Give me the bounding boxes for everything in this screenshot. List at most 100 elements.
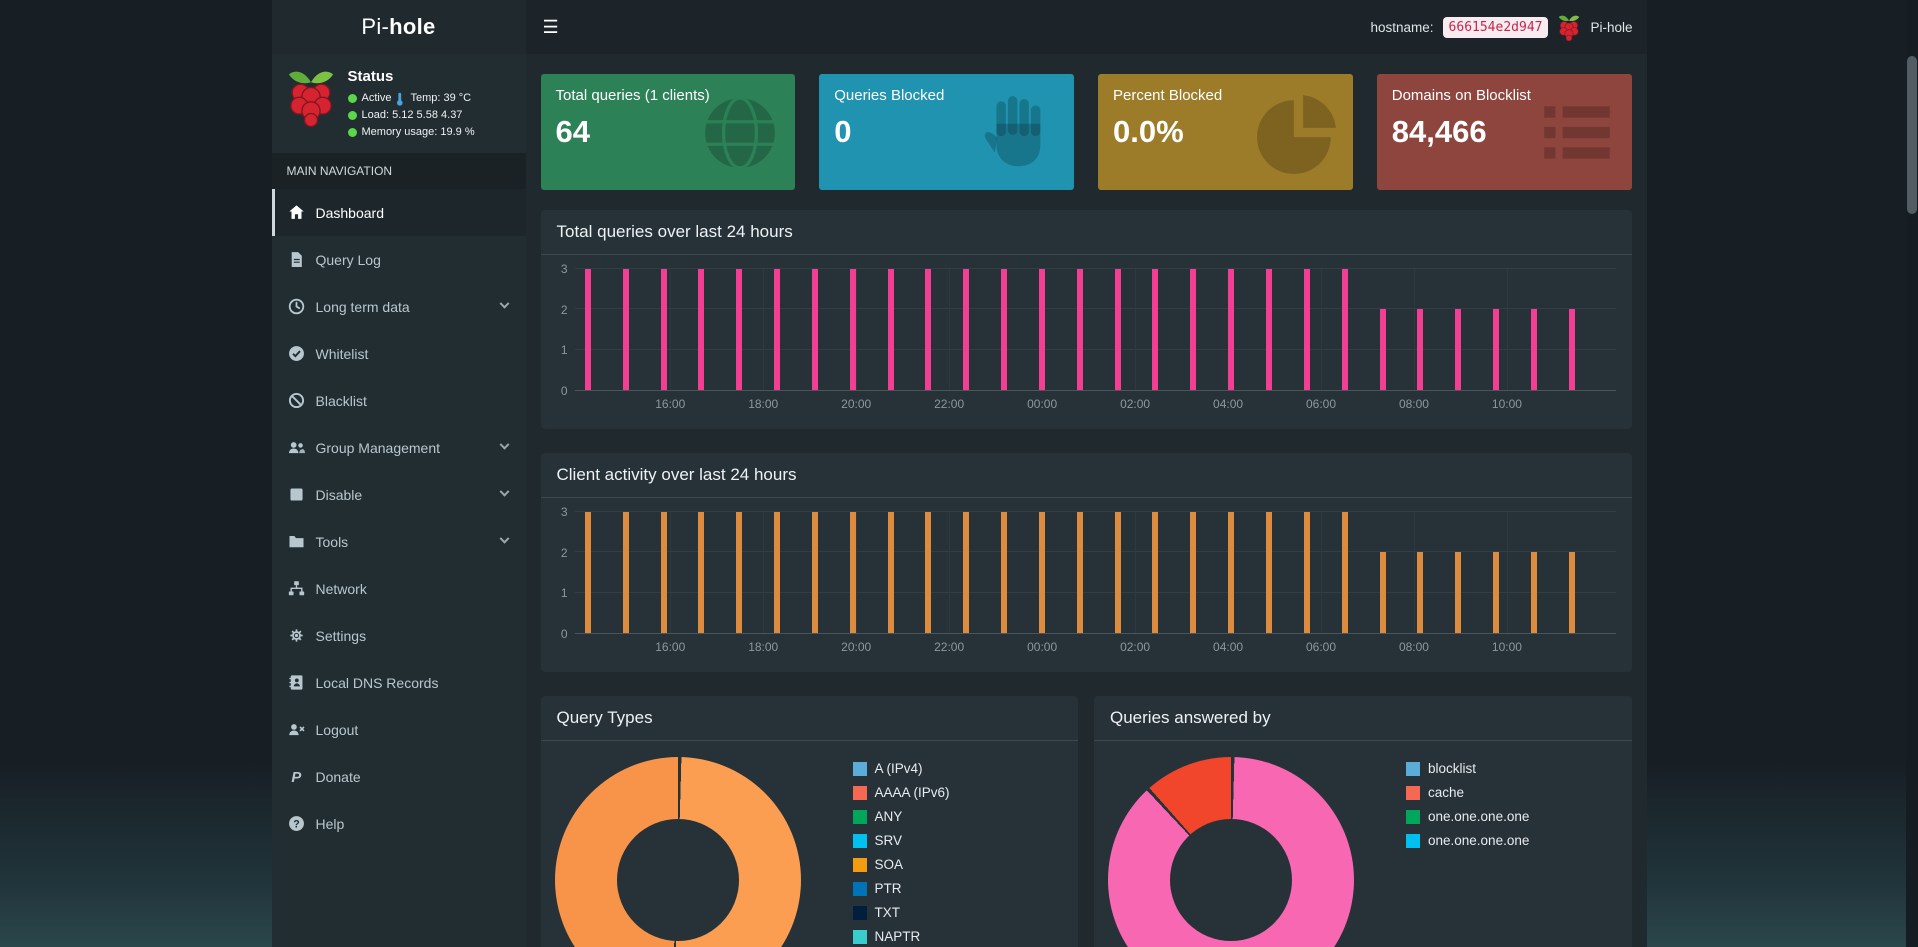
page-scrollbar[interactable]: [1906, 0, 1918, 947]
time-bar[interactable]: [660, 512, 667, 633]
queries-over-time-chart[interactable]: 0 1 2 3 16:00 18:00 20:00 22:00 00:00 02:00 04:00…: [549, 262, 1616, 419]
time-bar[interactable]: [774, 512, 781, 633]
time-bar[interactable]: [1417, 309, 1424, 390]
time-bar[interactable]: [963, 269, 970, 390]
sidebar-toggle-icon[interactable]: ☰: [542, 16, 559, 37]
time-bar[interactable]: [1417, 552, 1424, 633]
sidebar-item-label: Group Management: [315, 439, 441, 456]
time-bar[interactable]: [1379, 309, 1386, 390]
time-bar[interactable]: [1455, 552, 1462, 633]
legend-item-one-one-one-one[interactable]: one.one.one.one: [1406, 809, 1529, 824]
time-bar[interactable]: [1265, 512, 1272, 633]
time-bar[interactable]: [1038, 512, 1045, 633]
time-bar[interactable]: [1568, 309, 1575, 390]
sidebar-item-help[interactable]: ? Help: [272, 800, 526, 847]
legend-item-one-one-one-one[interactable]: one.one.one.one: [1406, 833, 1529, 848]
sidebar-item-blacklist[interactable]: Blacklist: [272, 377, 526, 424]
sidebar-item-settings[interactable]: Settings: [272, 612, 526, 659]
legend-item-txt[interactable]: TXT: [852, 905, 950, 920]
time-bar[interactable]: [1152, 269, 1159, 390]
summary-card-domains-on-blocklist: Domains on Blocklist 84,466: [1376, 74, 1632, 190]
time-bar[interactable]: [811, 512, 818, 633]
time-bar[interactable]: [622, 269, 629, 390]
sidebar-item-tools[interactable]: Tools: [272, 518, 526, 565]
time-bar[interactable]: [849, 512, 856, 633]
time-bar[interactable]: [698, 269, 705, 390]
time-bar[interactable]: [1114, 269, 1121, 390]
y-tick-label: 3: [560, 262, 568, 276]
legend-item-cache[interactable]: cache: [1406, 785, 1529, 800]
sidebar-item-network[interactable]: Network: [272, 565, 526, 612]
time-bar[interactable]: [698, 512, 705, 633]
queries-answered-donut[interactable]: [1108, 757, 1354, 947]
time-bar[interactable]: [1001, 512, 1008, 633]
time-bar[interactable]: [1001, 269, 1008, 390]
time-bar[interactable]: [1341, 269, 1348, 390]
time-bar[interactable]: [1152, 512, 1159, 633]
time-bar[interactable]: [925, 512, 932, 633]
time-bar[interactable]: [849, 269, 856, 390]
sidebar-item-group-management[interactable]: Group Management: [272, 424, 526, 471]
time-bar[interactable]: [1530, 309, 1537, 390]
legend-item-naptr[interactable]: NAPTR: [852, 929, 950, 944]
paypal-icon: P: [288, 768, 305, 785]
time-bar[interactable]: [925, 269, 932, 390]
time-bar[interactable]: [1228, 269, 1235, 390]
time-bar[interactable]: [736, 269, 743, 390]
app-logo[interactable]: Pi-hole: [271, 0, 526, 54]
legend-item-soa[interactable]: SOA: [852, 857, 950, 872]
time-bar[interactable]: [736, 512, 743, 633]
time-bar[interactable]: [963, 512, 970, 633]
time-bar[interactable]: [1303, 269, 1310, 390]
time-bar[interactable]: [1568, 552, 1575, 633]
query-types-donut[interactable]: [554, 757, 801, 947]
time-bar[interactable]: [1076, 512, 1083, 633]
legend-swatch: [1406, 761, 1420, 776]
legend-item-ptr[interactable]: PTR: [852, 881, 950, 896]
sidebar-item-logout[interactable]: Logout: [272, 706, 526, 753]
time-bar[interactable]: [1265, 269, 1272, 390]
time-bar[interactable]: [1228, 512, 1235, 633]
sidebar-item-disable[interactable]: Disable: [272, 471, 526, 518]
time-bar[interactable]: [1492, 552, 1499, 633]
legend-item-blocklist[interactable]: blocklist: [1406, 761, 1529, 776]
chevron-down-icon: [499, 486, 509, 497]
panel-title: Queries answered by: [1110, 708, 1271, 727]
time-bar[interactable]: [1190, 512, 1197, 633]
sidebar-item-dashboard[interactable]: Dashboard: [271, 189, 526, 236]
client-activity-chart[interactable]: 0 1 2 3 16:00 18:00 20:00 22:00 00:00 02:00 04:00…: [549, 505, 1616, 662]
time-bar[interactable]: [887, 269, 894, 390]
time-bar[interactable]: [1341, 512, 1348, 633]
x-tick-label: 16:00: [655, 397, 686, 411]
time-bar[interactable]: [584, 269, 591, 390]
sidebar-item-long-term-data[interactable]: Long term data: [272, 283, 526, 330]
sidebar-item-whitelist[interactable]: Whitelist: [272, 330, 526, 377]
scrollbar-thumb[interactable]: [1907, 56, 1917, 214]
time-bar[interactable]: [584, 512, 591, 633]
time-bar[interactable]: [887, 512, 894, 633]
time-bar[interactable]: [1076, 269, 1083, 390]
sidebar-item-query-log[interactable]: Query Log: [272, 236, 526, 283]
sidebar-item-local-dns-records[interactable]: Local DNS Records: [272, 659, 526, 706]
sidebar-item-label: Disable: [315, 486, 363, 503]
y-tick-label: 1: [560, 586, 568, 601]
time-bar[interactable]: [1455, 309, 1462, 390]
time-bar[interactable]: [1114, 512, 1121, 633]
time-bar[interactable]: [774, 269, 781, 390]
legend-item-a-ipv4[interactable]: A (IPv4): [852, 761, 950, 776]
time-bar[interactable]: [1492, 309, 1499, 390]
legend-item-aaaa-ipv6[interactable]: AAAA (IPv6): [852, 785, 950, 800]
time-bar[interactable]: [1530, 552, 1537, 633]
time-bar[interactable]: [660, 269, 667, 390]
status-rows: Active Temp: 39 °C Load: 5.12 5.58 4.37 Mem…: [347, 90, 475, 141]
sidebar-item-donate[interactable]: P Donate: [272, 753, 526, 800]
time-bar[interactable]: [1379, 552, 1386, 633]
time-bar[interactable]: [1038, 269, 1045, 390]
folder-icon: [288, 533, 305, 550]
time-bar[interactable]: [1190, 269, 1197, 390]
time-bar[interactable]: [622, 512, 629, 633]
time-bar[interactable]: [811, 269, 818, 390]
legend-item-srv[interactable]: SRV: [852, 833, 950, 848]
time-bar[interactable]: [1303, 512, 1310, 633]
legend-item-any[interactable]: ANY: [852, 809, 950, 824]
